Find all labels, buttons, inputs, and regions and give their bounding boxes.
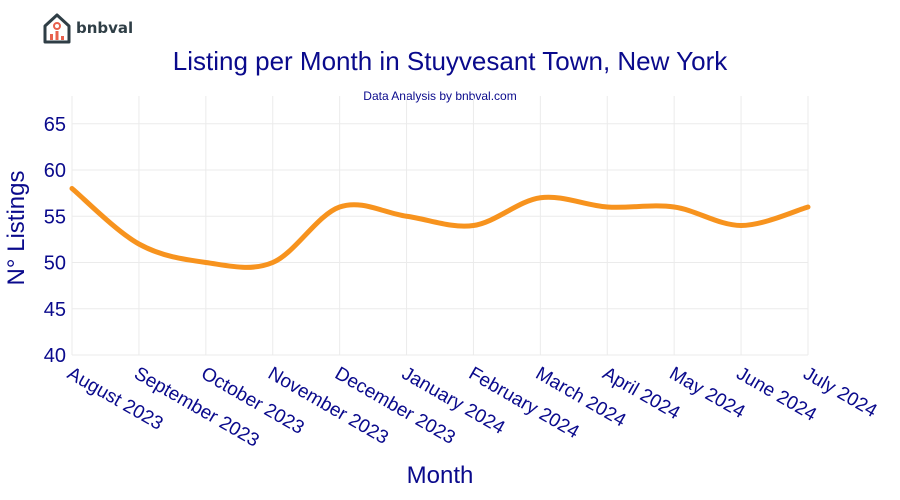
y-tick-label: 40 — [44, 345, 66, 367]
series-lines — [69, 186, 811, 270]
house-chart-icon — [43, 13, 71, 44]
brand-name: bnbval — [76, 19, 134, 37]
series-line — [69, 186, 811, 270]
y-tick-label: 45 — [44, 299, 66, 321]
x-axis-label: Month — [407, 462, 474, 489]
y-tick-label: 50 — [44, 253, 66, 275]
chart-subtitle: Data Analysis by bnbval.com — [363, 89, 516, 103]
y-tick-label: 65 — [44, 114, 66, 136]
chart-title: Listing per Month in Stuyvesant Town, Ne… — [173, 46, 728, 76]
y-tick-label: 55 — [44, 206, 66, 228]
brand-logo: bnbval — [42, 12, 133, 44]
y-axis-ticks: 40 45 50 55 60 65 — [44, 114, 66, 367]
y-tick-label: 60 — [44, 160, 66, 182]
y-axis-label: N° Listings — [3, 171, 30, 286]
